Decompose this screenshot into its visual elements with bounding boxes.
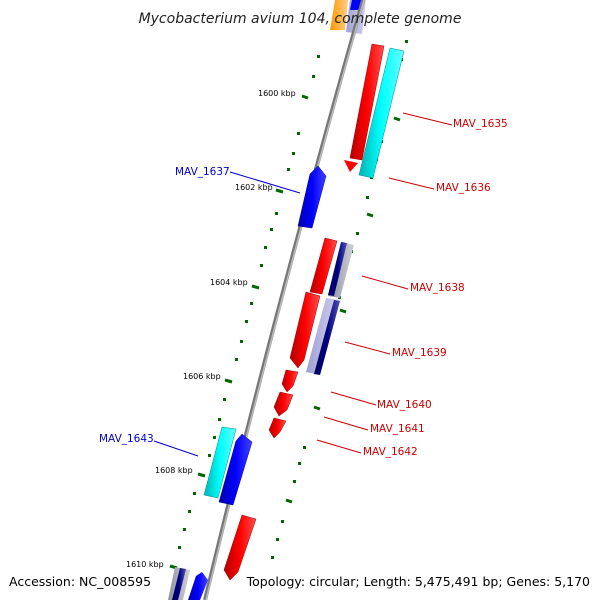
tick-label-1600: 1600 kbp	[258, 89, 296, 98]
gene-label-mav-1637: MAV_1637	[175, 166, 230, 178]
accession-label: Accession: NC_008595	[9, 574, 151, 589]
scale-ticks-outer	[285, 116, 401, 504]
tick-label-1610: 1610 kbp	[126, 560, 164, 569]
gene-label-mav-1636: MAV_1636	[436, 182, 491, 194]
gene-bottom-blue[interactable]	[188, 572, 208, 600]
label-leaders	[153, 112, 453, 457]
gene-lower-red[interactable]	[223, 514, 257, 581]
gene-mav-1640[interactable]	[281, 369, 299, 393]
gene-label-mav-1638: MAV_1638	[410, 282, 465, 294]
gene-label-mav-1643: MAV_1643	[99, 433, 154, 445]
gene-label-mav-1642: MAV_1642	[363, 446, 418, 458]
gene-mav-1641[interactable]	[273, 391, 294, 417]
scale-dots-inner	[178, 55, 320, 549]
tick-label-1608: 1608 kbp	[155, 466, 193, 475]
gene-mav-1635[interactable]	[349, 43, 385, 161]
gene-label-mav-1641: MAV_1641	[370, 423, 425, 435]
tick-label-1604: 1604 kbp	[210, 278, 248, 287]
gene-mav-1643-blue[interactable]	[218, 433, 253, 506]
genome-backbone	[203, 0, 365, 600]
gene-mav-1643[interactable]	[203, 426, 237, 499]
gene-mav-1637[interactable]	[297, 165, 327, 229]
gene-mav-1639[interactable]	[289, 291, 321, 369]
tick-label-1606: 1606 kbp	[183, 372, 221, 381]
map-title: Mycobacterium avium 104, complete genome	[139, 11, 462, 27]
gene-mav-1638[interactable]	[309, 237, 338, 295]
gene-mav-1636[interactable]	[358, 47, 405, 179]
gene-label-mav-1640: MAV_1640	[377, 399, 432, 411]
tick-label-1602: 1602 kbp	[235, 183, 273, 192]
scale-ticks-inner	[169, 94, 309, 570]
gene-label-mav-1635: MAV_1635	[453, 118, 508, 130]
gene-label-mav-1639: MAV_1639	[392, 347, 447, 359]
gene-mav-1642[interactable]	[268, 417, 287, 439]
topology-label: Topology: circular; Length: 5,475,491 bp…	[246, 574, 590, 589]
